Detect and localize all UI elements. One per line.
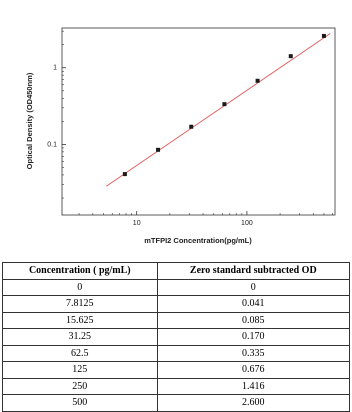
table-cell: 0.170 — [156, 328, 351, 346]
y-tick-label: 0.1 — [47, 141, 57, 148]
table-row: 7.8125 0.041 — [2, 295, 351, 313]
data-point — [156, 147, 161, 152]
data-point — [222, 102, 227, 107]
table-cell: 250 — [2, 377, 158, 395]
table-cell: 0.041 — [156, 295, 351, 313]
table-cell: 31.25 — [2, 328, 158, 346]
table-cell: 0.335 — [156, 344, 351, 362]
table-cell: 1.416 — [156, 377, 351, 395]
fit-line — [106, 33, 331, 187]
table-cell: 0 — [2, 278, 158, 296]
plot-frame — [61, 27, 336, 216]
table-cell: 2.600 — [156, 394, 351, 412]
table-row: 500 2.600 — [2, 394, 351, 412]
table-cell: 0 — [156, 278, 351, 296]
table-cell: 7.8125 — [2, 295, 158, 313]
data-table: Concentration ( pg/mL) Zero standard subt… — [2, 262, 351, 412]
table-header-cell: Concentration ( pg/mL) — [2, 262, 158, 280]
table-cell: 0.676 — [156, 361, 351, 379]
x-tick-label: 10 — [133, 220, 141, 227]
x-tick-label: 100 — [241, 220, 253, 227]
data-point — [321, 33, 326, 38]
table-row: Concentration ( pg/mL) Zero standard subt… — [2, 262, 351, 280]
table-cell: 0.085 — [156, 311, 351, 329]
table-header-cell: Zero standard subtracted OD — [156, 262, 351, 280]
table-cell: 125 — [2, 361, 158, 379]
data-point — [122, 172, 127, 177]
y-axis-label: Optical Density (OD450nm) — [25, 72, 34, 169]
table-row: 31.25 0.170 — [2, 328, 351, 346]
table-row: 250 1.416 — [2, 377, 351, 395]
chart: mTFPI2 Concentration(pg/mL) Optical Dens… — [25, 27, 336, 245]
table-row: 125 0.676 — [2, 361, 351, 379]
table-row: 62.5 0.335 — [2, 344, 351, 362]
table-cell: 500 — [2, 394, 158, 412]
data-point — [288, 54, 293, 59]
data-point — [189, 124, 194, 129]
data-point — [255, 78, 260, 83]
table-cell: 62.5 — [2, 344, 158, 362]
x-axis-label: mTFPI2 Concentration(pg/mL) — [144, 236, 252, 245]
page: mTFPI2 Concentration(pg/mL) Optical Dens… — [2, 27, 351, 412]
table-cell: 15.625 — [2, 311, 158, 329]
y-tick-label: 1 — [53, 65, 57, 72]
table-row: 15.625 0.085 — [2, 311, 351, 329]
